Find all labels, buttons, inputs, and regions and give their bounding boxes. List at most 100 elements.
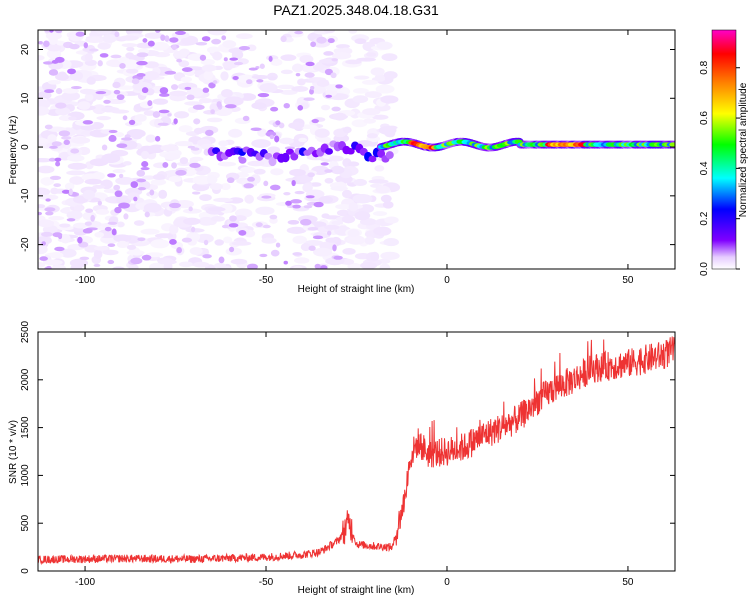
noise-blob [324,169,333,173]
noise-blob [38,91,52,100]
snr-x-axis-label: Height of straight line (km) [298,585,415,596]
weak-tone-blob [377,149,386,158]
noise-blob [327,38,335,44]
noise-blob [181,35,199,46]
noise-blob [86,76,96,85]
noise-blob [61,189,71,194]
noise-blob [102,249,119,256]
strong-tone-blob [669,142,675,147]
noise-blob [66,210,83,220]
noise-blob [310,85,315,90]
weak-tone-blob [268,156,277,167]
noise-blob [119,63,126,69]
noise-blob [140,150,150,160]
snr-plot-area [38,336,675,566]
noise-blob [270,249,280,257]
noise-blob [375,84,395,94]
colorbar-tick-label: 0.4 [699,161,710,175]
noise-blob [242,115,250,122]
noise-blob [136,60,148,66]
noise-blob [345,59,362,65]
noise-blob [143,202,162,213]
noise-blob [107,243,116,247]
spectrogram-y-tick-label: -20 [20,237,31,252]
noise-blob [240,166,256,174]
noise-blob [160,144,179,152]
noise-blob [48,69,59,76]
noise-blob [233,61,244,66]
noise-blob [49,175,62,180]
noise-blob [128,119,136,125]
noise-blob [251,139,271,148]
noise-blob [169,224,179,235]
noise-blob [121,43,138,48]
noise-blob [348,202,359,212]
noise-blob [176,247,182,254]
noise-blob [380,194,392,203]
noise-blob [112,266,125,269]
noise-blob [60,233,71,244]
noise-blob [80,89,98,95]
noise-blob [110,54,122,59]
noise-blob [173,111,190,119]
noise-blob [210,109,215,115]
noise-blob [289,168,306,177]
noise-blob [110,109,130,114]
noise-blob [95,30,112,35]
colorbar-tick-label: 0.2 [699,211,710,225]
noise-blob [93,246,109,251]
noise-blob [130,257,143,265]
noise-blob [82,228,93,234]
noise-blob [82,120,93,125]
noise-blob [118,202,130,209]
snr-y-tick-label: 500 [20,514,31,531]
noise-blob [307,172,315,178]
noise-blob [169,238,177,245]
noise-blob [176,58,183,63]
noise-blob [333,255,343,260]
noise-blob [122,115,128,121]
noise-blob [294,190,305,195]
noise-blob [341,215,356,224]
noise-blob [55,73,69,81]
noise-blob [92,104,107,115]
noise-blob [218,256,225,264]
noise-blob [330,72,337,79]
noise-blob [173,118,178,125]
weak-tone-blob [281,152,290,163]
spectrogram-marks [38,30,675,269]
noise-blob [131,78,140,85]
noise-blob [189,162,201,168]
noise-blob [362,108,381,116]
noise-blob [229,215,237,222]
weak-tone-blob [324,148,333,155]
noise-blob [323,51,334,56]
noise-blob [274,135,280,143]
noise-blob [231,241,252,246]
noise-blob [168,175,182,183]
noise-blob [164,35,170,42]
noise-blob [67,162,88,170]
noise-blob [300,218,312,226]
noise-blob [253,168,266,175]
noise-blob [191,191,201,195]
noise-blob [114,31,120,38]
noise-blob [84,53,93,62]
noise-blob [54,246,65,252]
noise-blob [136,52,149,58]
noise-blob [270,106,279,112]
colorbar-tick-label: 0.6 [699,111,710,125]
noise-blob [321,213,330,219]
noise-blob [152,111,161,118]
noise-blob [137,187,147,191]
noise-blob [95,208,110,215]
noise-blob [247,176,255,182]
noise-blob [342,126,352,134]
noise-blob [373,226,392,236]
noise-blob [286,226,307,234]
noise-blob [38,165,55,174]
noise-blob [51,141,62,147]
noise-blob [246,44,257,52]
noise-blob [55,107,71,116]
